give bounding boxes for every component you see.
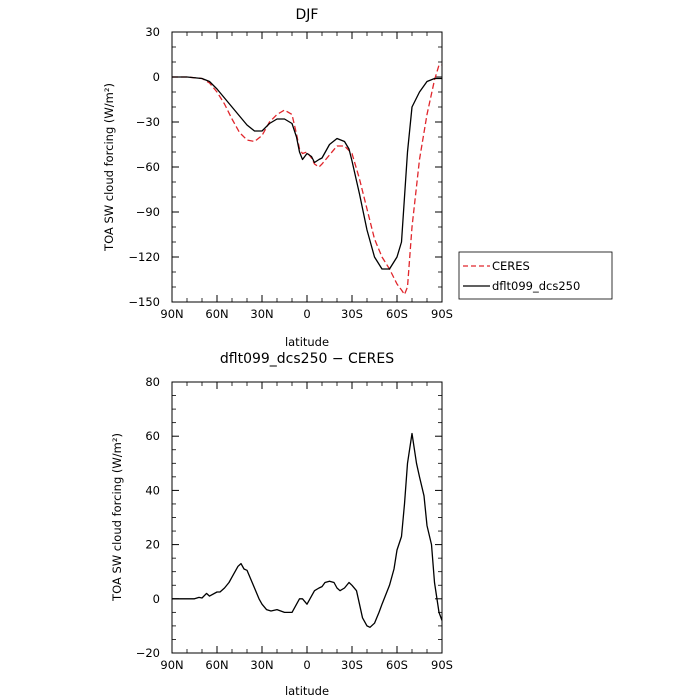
y-tick-label: −120 bbox=[128, 250, 160, 264]
legend-label-ceres: CERES bbox=[492, 259, 530, 273]
legend: CERES dflt099_dcs250 bbox=[458, 251, 613, 300]
x-tick-label: 30N bbox=[250, 307, 273, 321]
x-tick-label: 0 bbox=[303, 307, 310, 321]
title-bottom: dflt099_dcs250 − CERES bbox=[220, 351, 394, 367]
x-tick-label: 60N bbox=[205, 307, 228, 321]
y-tick-label: 0 bbox=[153, 70, 160, 84]
y-tick-label: 60 bbox=[145, 429, 160, 443]
y-tick-label: −150 bbox=[128, 295, 160, 309]
x-tick-label: 60N bbox=[205, 658, 228, 672]
legend-label-model: dflt099_dcs250 bbox=[492, 279, 580, 293]
panel-bottom: dflt099_dcs250 − CERES 90N 60N 30N 0 30S 60S 9… bbox=[110, 351, 453, 698]
y-tick-label: 0 bbox=[153, 592, 160, 606]
y-tick-label: 80 bbox=[145, 375, 160, 389]
xlabel-top: latitude bbox=[285, 335, 329, 349]
title-top: DJF bbox=[296, 7, 319, 23]
y-tick-label: −90 bbox=[136, 205, 160, 219]
x-tick-label: 90N bbox=[160, 307, 183, 321]
x-tick-label: 30N bbox=[250, 658, 273, 672]
x-tick-label: 90S bbox=[431, 307, 453, 321]
series-line-dflt099-dcs250 bbox=[172, 76, 442, 270]
x-tick-label: 90S bbox=[431, 658, 453, 672]
y-tick-label: 30 bbox=[145, 25, 160, 39]
series-line-ceres bbox=[172, 64, 442, 296]
series-line-difference bbox=[172, 432, 442, 628]
ylabel-top: TOA SW cloud forcing (W/m²) bbox=[102, 83, 116, 252]
y-tick-label: −60 bbox=[136, 160, 160, 174]
ylabel-bottom: TOA SW cloud forcing (W/m²) bbox=[110, 433, 124, 602]
y-tick-label: −30 bbox=[136, 115, 160, 129]
x-tick-label: 30S bbox=[341, 658, 363, 672]
plot-frame-bottom bbox=[171, 381, 443, 654]
panel-top: DJF 90N 60N 30N 0 30S 60S 90S −150 −120 −90 −60 −30… bbox=[102, 7, 453, 349]
x-tick-label: 60S bbox=[386, 307, 408, 321]
x-tick-label: 0 bbox=[303, 658, 310, 672]
x-tick-label: 60S bbox=[386, 658, 408, 672]
y-tick-label: 40 bbox=[145, 483, 160, 497]
x-tick-label: 30S bbox=[341, 307, 363, 321]
plot-frame-top bbox=[171, 31, 443, 303]
xlabel-bottom: latitude bbox=[285, 684, 329, 698]
legend-box bbox=[458, 251, 613, 300]
x-tick-label: 90N bbox=[160, 658, 183, 672]
y-tick-label: −20 bbox=[136, 646, 160, 660]
y-tick-label: 20 bbox=[145, 538, 160, 552]
